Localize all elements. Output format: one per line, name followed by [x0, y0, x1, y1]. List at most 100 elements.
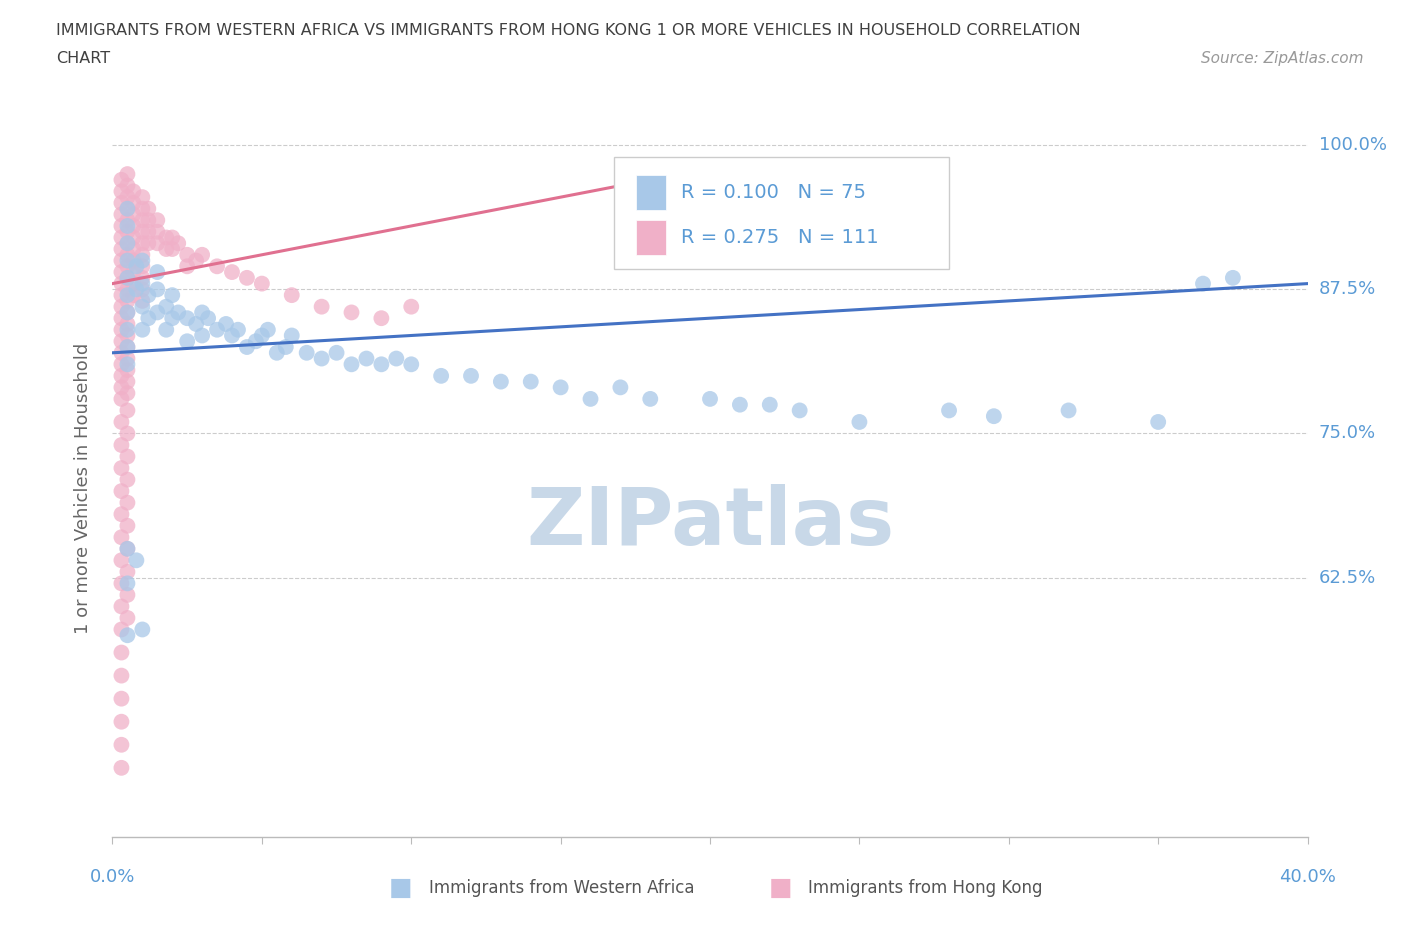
Point [110, 195, 132, 210]
Point [131, 622, 153, 637]
Text: 62.5%: 62.5% [1319, 568, 1376, 587]
Point [117, 339, 139, 354]
Point [146, 265, 169, 280]
Point [117, 628, 139, 643]
Point [146, 213, 169, 228]
Point [110, 714, 132, 729]
Point [131, 294, 153, 309]
Point [110, 219, 132, 233]
Point [131, 253, 153, 268]
Text: CHART: CHART [56, 51, 110, 66]
Point [728, 397, 751, 412]
Point [117, 287, 139, 302]
Point [110, 438, 132, 453]
Point [162, 311, 183, 325]
Point [117, 323, 139, 338]
Point [1222, 271, 1244, 286]
Point [131, 276, 153, 291]
Point [146, 282, 169, 297]
Point [110, 334, 132, 349]
Point [117, 588, 139, 603]
Point [125, 259, 148, 273]
Point [250, 276, 273, 291]
Point [146, 224, 169, 239]
Point [138, 213, 160, 228]
Point [117, 271, 139, 286]
Text: 75.0%: 75.0% [1319, 424, 1376, 443]
Point [117, 316, 139, 331]
Point [117, 305, 139, 320]
Point [167, 236, 190, 251]
Point [117, 541, 139, 556]
Point [110, 357, 132, 372]
Point [138, 201, 160, 216]
Point [110, 530, 132, 545]
Point [938, 403, 960, 418]
Point [117, 253, 139, 268]
Point [131, 271, 153, 286]
Point [131, 247, 153, 262]
Point [122, 253, 145, 268]
Point [117, 495, 139, 510]
Point [110, 415, 132, 430]
Text: 87.5%: 87.5% [1319, 280, 1376, 299]
Point [122, 265, 145, 280]
Point [155, 299, 177, 314]
Point [370, 357, 392, 372]
Point [401, 299, 423, 314]
Point [110, 368, 132, 383]
Text: ZIPatlas: ZIPatlas [526, 485, 894, 562]
Point [983, 409, 1005, 424]
Point [176, 334, 198, 349]
Point [110, 392, 132, 406]
Point [117, 236, 139, 251]
Point [117, 426, 139, 441]
Y-axis label: 1 or more Vehicles in Household: 1 or more Vehicles in Household [73, 342, 91, 634]
Point [122, 230, 145, 245]
Point [205, 259, 228, 273]
Point [110, 276, 132, 291]
Text: IMMIGRANTS FROM WESTERN AFRICA VS IMMIGRANTS FROM HONG KONG 1 OR MORE VEHICLES I: IMMIGRANTS FROM WESTERN AFRICA VS IMMIGR… [56, 23, 1081, 38]
Text: R = 0.275   N = 111: R = 0.275 N = 111 [681, 228, 879, 246]
Point [117, 386, 139, 401]
Point [110, 380, 132, 395]
Point [221, 328, 243, 343]
Point [110, 242, 132, 257]
Point [138, 287, 160, 302]
Point [122, 219, 145, 233]
Point [131, 236, 153, 251]
Point [117, 449, 139, 464]
Point [370, 311, 392, 325]
Point [110, 599, 132, 614]
Point [848, 415, 870, 430]
Point [131, 299, 153, 314]
Point [110, 552, 132, 567]
Point [191, 305, 214, 320]
Point [122, 287, 145, 302]
Point [176, 311, 198, 325]
Point [110, 207, 132, 222]
Point [281, 328, 304, 343]
Point [117, 305, 139, 320]
Point [117, 224, 139, 239]
Point [186, 253, 208, 268]
Point [117, 610, 139, 625]
Point [117, 352, 139, 366]
Point [356, 352, 378, 366]
Text: ■: ■ [389, 876, 412, 900]
Point [117, 363, 139, 378]
Point [110, 323, 132, 338]
Point [162, 242, 183, 257]
Point [110, 484, 132, 498]
Point [167, 305, 190, 320]
Point [176, 247, 198, 262]
Point [117, 179, 139, 193]
Point [759, 397, 782, 412]
Point [215, 316, 238, 331]
Point [122, 184, 145, 199]
Point [138, 224, 160, 239]
Point [110, 507, 132, 522]
Point [257, 323, 280, 338]
Point [274, 339, 297, 354]
Point [1147, 415, 1170, 430]
